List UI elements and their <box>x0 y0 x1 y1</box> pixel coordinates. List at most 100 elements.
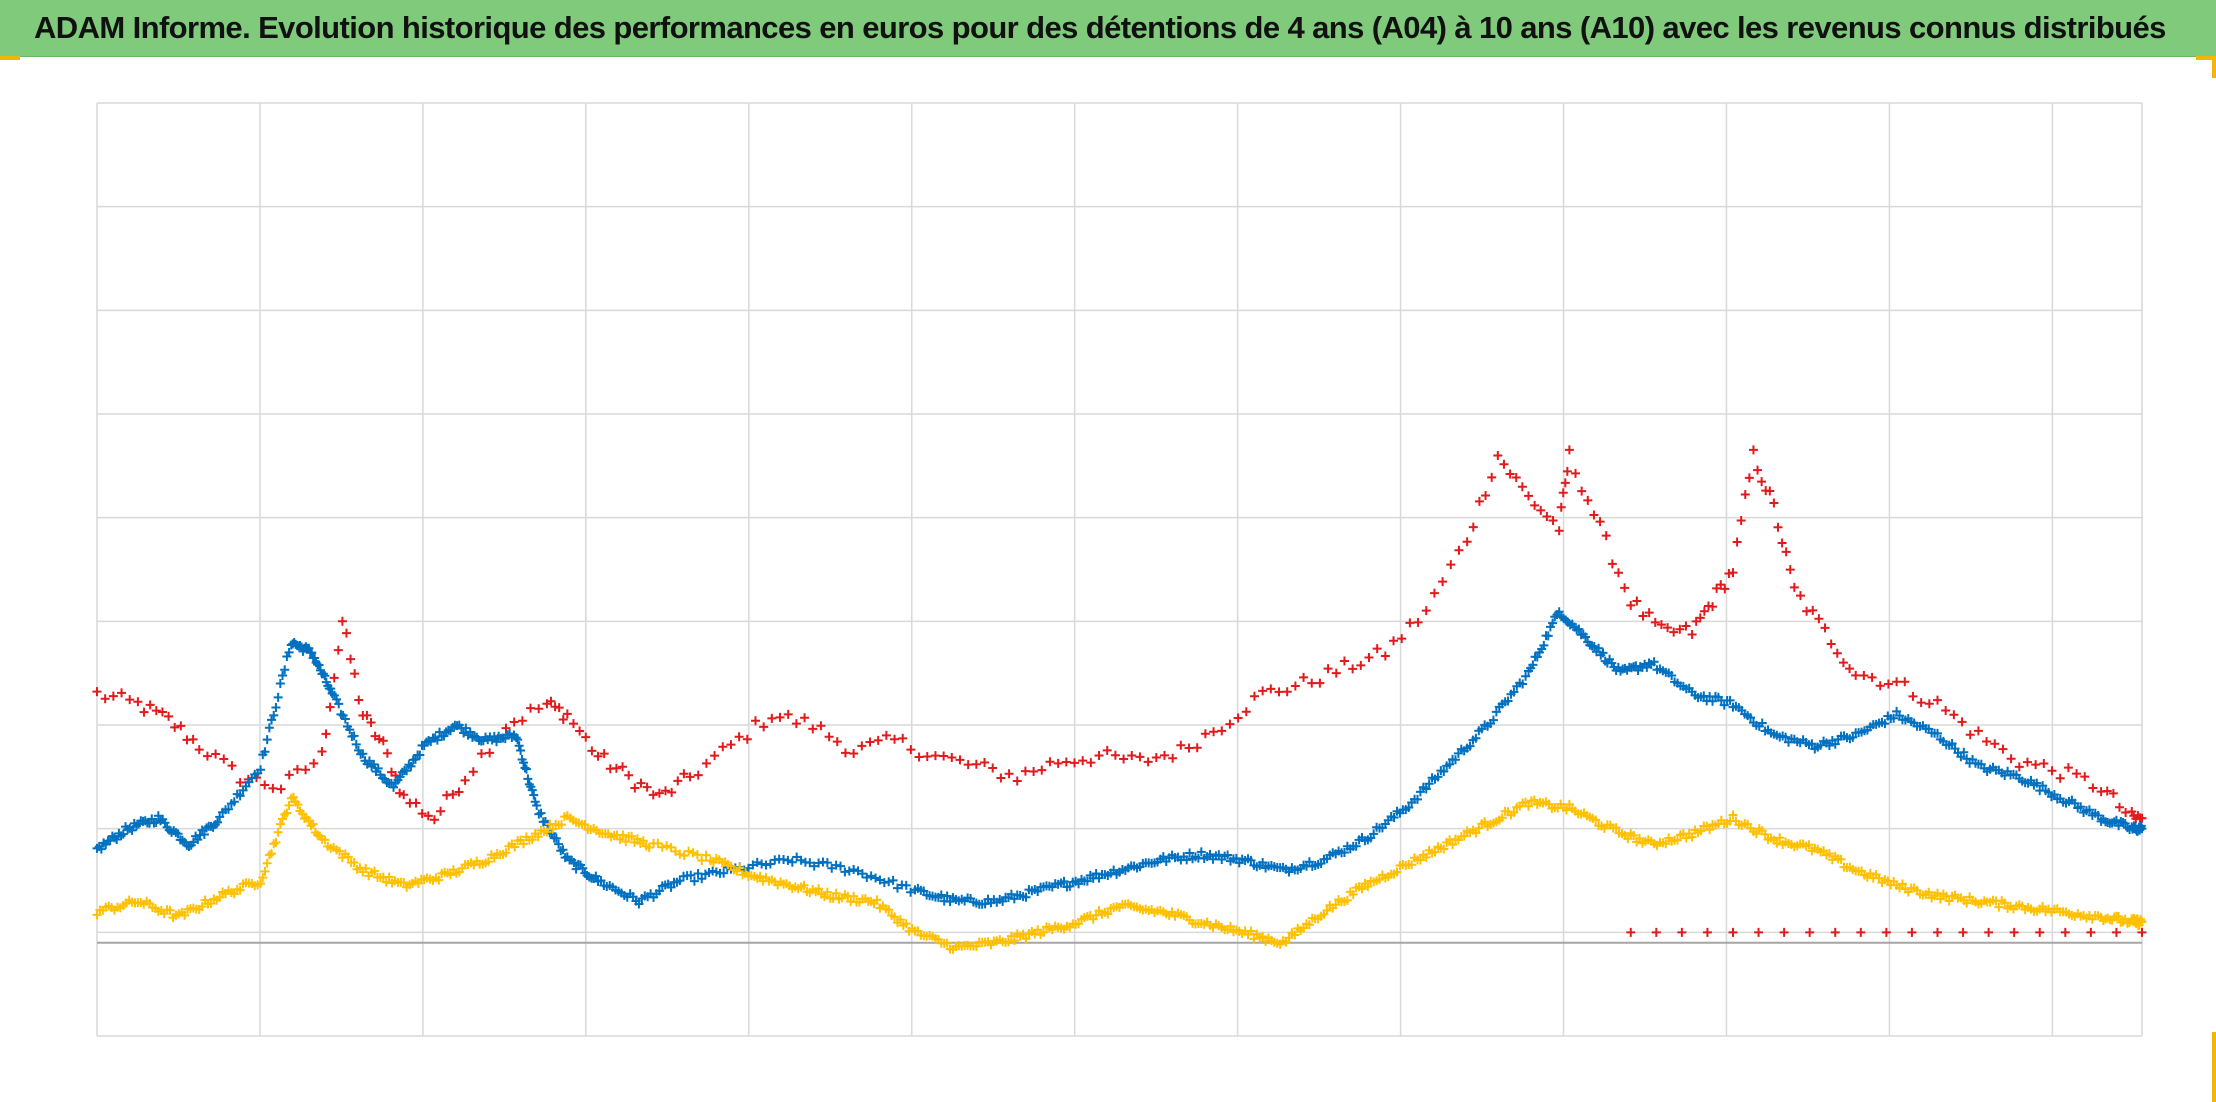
series-0-point <box>1859 671 1869 681</box>
series-0-point <box>145 700 155 710</box>
series-2-point <box>269 710 279 720</box>
series-3-point <box>1480 817 1490 827</box>
series-2-point <box>273 692 283 702</box>
series-1-point <box>2060 927 2070 937</box>
series-0-point <box>284 770 294 780</box>
series-2-point <box>2137 824 2147 834</box>
series-0-point <box>321 729 331 739</box>
series-0-point <box>429 815 439 825</box>
series-2-point <box>402 766 412 776</box>
series-2-point <box>262 735 272 745</box>
series-0-point <box>667 787 677 797</box>
series-3-point <box>735 863 745 873</box>
series-0-point <box>1720 584 1730 594</box>
series-2-point <box>1182 855 1192 865</box>
series-2-point <box>1548 618 1558 628</box>
series-2-point <box>1223 850 1233 860</box>
series-3-point <box>1509 808 1519 818</box>
series-0-point <box>454 787 464 797</box>
series-2-point <box>1445 759 1455 769</box>
series-2-point <box>520 763 530 773</box>
series-3-point <box>1865 868 1875 878</box>
series-0-point <box>2137 813 2147 823</box>
series-0-point <box>742 734 752 744</box>
series-2-point <box>862 873 872 883</box>
series-0-point <box>1941 706 1951 716</box>
series-0-point <box>117 688 127 698</box>
series-3-point <box>258 873 268 883</box>
series-2-point <box>1598 648 1608 658</box>
series-0-point <box>346 654 356 664</box>
series-2-point <box>1880 719 1890 729</box>
series-2-point <box>307 648 317 658</box>
series-1-point <box>1958 927 1968 937</box>
series-2-point <box>1196 847 1206 857</box>
series-2-point <box>1933 728 1942 738</box>
series-0-point <box>2121 807 2131 817</box>
series-0-point <box>1875 681 1885 691</box>
series-0-point <box>417 809 427 819</box>
series-3-point <box>288 792 298 802</box>
series-0-point <box>1184 743 1194 753</box>
series-2-point <box>787 857 797 867</box>
series-0-point <box>382 748 392 758</box>
series-3-point <box>1363 882 1373 892</box>
series-0-point <box>783 709 793 719</box>
series-0-point <box>1638 611 1648 621</box>
series-0-point <box>1200 729 1210 739</box>
series-0-point <box>1487 472 1497 482</box>
series-1-point <box>1702 927 1712 937</box>
series-2-point <box>2038 781 2048 791</box>
series-0-point <box>2063 763 2073 773</box>
series-0-point <box>1323 664 1333 674</box>
series-1-point <box>2137 927 2147 937</box>
series-0-point <box>750 716 760 726</box>
series-0-point <box>679 769 689 779</box>
series-3-point <box>1772 838 1782 848</box>
series-0-point <box>1348 664 1358 674</box>
series-0-point <box>317 746 327 756</box>
series-0-point <box>448 789 458 799</box>
series-0-point <box>1468 522 1478 532</box>
series-0-point <box>808 724 818 734</box>
series-0-point <box>1356 660 1366 670</box>
series-0-point <box>1900 677 1910 687</box>
series-0-point <box>164 711 174 721</box>
series-2-point <box>849 865 859 875</box>
series-2-point <box>373 763 383 773</box>
series-0-point <box>947 753 957 763</box>
series-0-point <box>108 691 118 701</box>
series-3-point <box>1392 867 1402 877</box>
series-3-point <box>445 870 455 880</box>
series-0-point <box>1769 498 1779 508</box>
series-3-point <box>627 831 637 841</box>
series-0-point <box>1339 656 1349 666</box>
series-2-point <box>844 866 854 876</box>
series-2-point <box>1824 740 1834 750</box>
series-3-point <box>533 832 543 842</box>
series-0-point <box>2115 802 2124 812</box>
series-2-point <box>591 871 601 881</box>
series-0-point <box>1421 606 1431 616</box>
series-3-point <box>666 842 676 852</box>
series-2-point <box>1488 715 1498 725</box>
series-2-point <box>536 808 546 818</box>
series-2-point <box>1719 700 1729 710</box>
series-0-point <box>1998 744 2008 754</box>
series-2-point <box>1580 632 1590 642</box>
series-3-point <box>2000 898 2010 908</box>
series-3-point <box>1661 839 1671 849</box>
series-2-point <box>1589 641 1599 651</box>
series-0-point <box>1933 695 1942 705</box>
series-2-point <box>569 857 579 867</box>
series-0-point <box>378 736 388 746</box>
series-2-point <box>1539 640 1549 650</box>
series-0-point <box>1274 687 1284 697</box>
series-0-point <box>1307 678 1317 688</box>
series-0-point <box>775 712 785 722</box>
series-0-point <box>1315 678 1325 688</box>
series-3-point <box>1249 934 1259 944</box>
series-2-point <box>1543 631 1553 641</box>
series-0-point <box>1716 580 1726 590</box>
series-0-point <box>1233 713 1243 723</box>
